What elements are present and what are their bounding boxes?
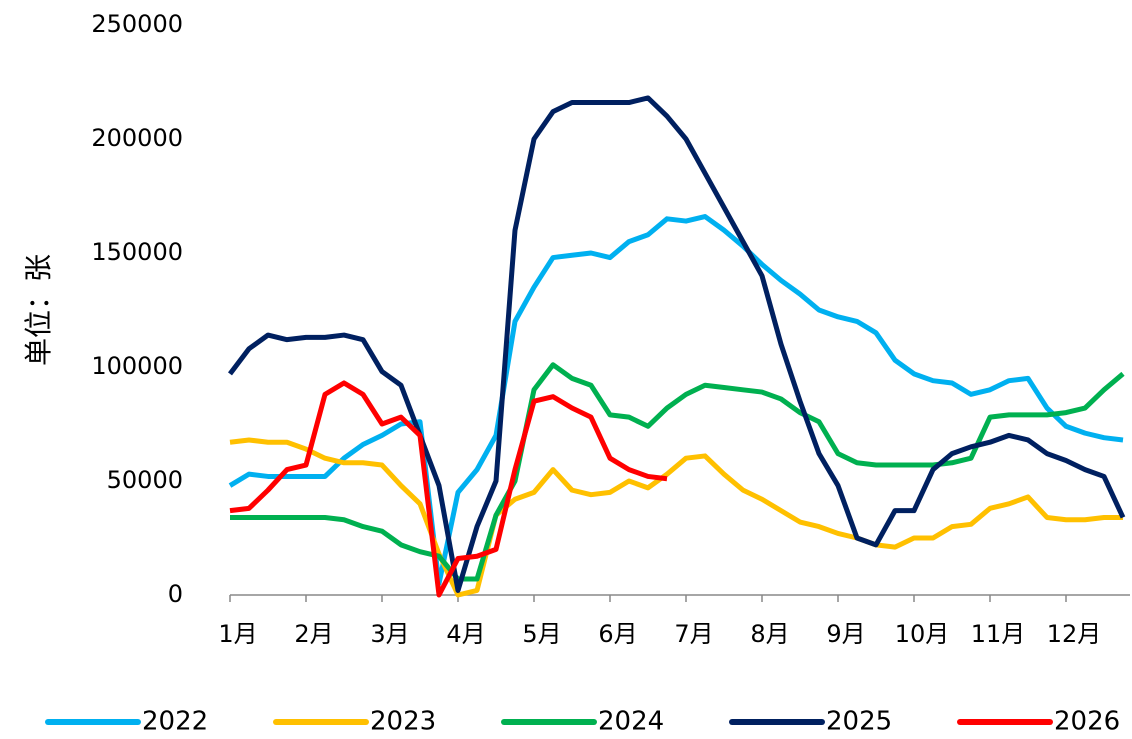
y-axis-label: 单位：张 (22, 254, 55, 366)
legend-label: 2023 (370, 707, 436, 737)
x-tick-label: 1月 (218, 620, 257, 648)
series-line (228, 214, 1124, 587)
x-tick-label: 8月 (750, 620, 789, 648)
y-tick-label: 250000 (91, 10, 183, 38)
y-tick-label: 0 (168, 580, 183, 608)
y-tick-label: 150000 (91, 238, 183, 266)
legend-label: 2026 (1054, 707, 1120, 737)
x-tick-label: 12月 (1047, 620, 1102, 648)
x-tick-label: 6月 (598, 620, 637, 648)
series-line (229, 380, 668, 598)
y-tick-label: 200000 (91, 124, 183, 152)
x-tick-label: 7月 (674, 620, 713, 648)
legend-label: 2024 (598, 707, 664, 737)
x-tick-label: 4月 (446, 620, 485, 648)
x-tick-label: 9月 (826, 620, 865, 648)
x-tick-label: 11月 (971, 620, 1026, 648)
series-line (228, 95, 1126, 593)
x-tick-label: 5月 (522, 620, 561, 648)
y-tick-label: 50000 (107, 466, 183, 494)
x-tick-label: 10月 (895, 620, 950, 648)
x-tick-label: 2月 (294, 620, 333, 648)
series-line (230, 362, 1125, 582)
legend-label: 2022 (142, 707, 208, 737)
y-tick-label: 100000 (91, 352, 183, 380)
x-tick-label: 3月 (370, 620, 409, 648)
legend-label: 2025 (826, 707, 892, 737)
series-line (229, 437, 1123, 598)
